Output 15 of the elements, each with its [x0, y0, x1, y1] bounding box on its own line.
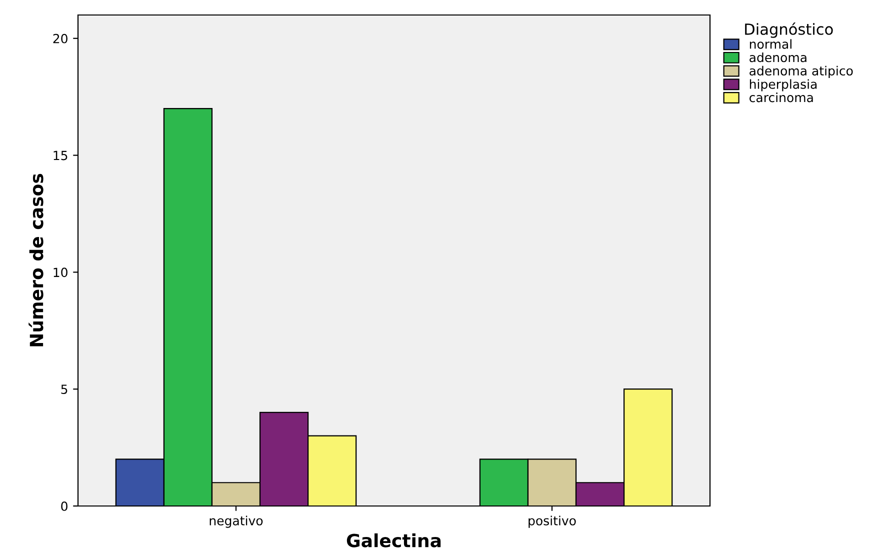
legend-title: Diagnóstico — [745, 22, 833, 38]
y-tick-label: 15 — [54, 150, 68, 160]
legend-label: adenoma — [750, 52, 806, 62]
y-tick-label: 0 — [61, 501, 68, 511]
legend-label: adenoma atipico — [750, 66, 853, 78]
y-tick-label: 5 — [61, 384, 68, 394]
x-tick-label: positivo — [528, 516, 576, 528]
legend-label: carcinoma — [750, 92, 813, 102]
y-tick-label: 10 — [54, 268, 68, 278]
legend-label: hiperplasia — [750, 79, 817, 92]
y-tick-label: 20 — [53, 34, 68, 44]
y-axis-title: Número de casos — [28, 174, 44, 346]
x-tick-label: negativo — [210, 516, 263, 528]
legend-label: normal — [750, 39, 792, 49]
x-axis-title: Galectina — [346, 533, 441, 548]
